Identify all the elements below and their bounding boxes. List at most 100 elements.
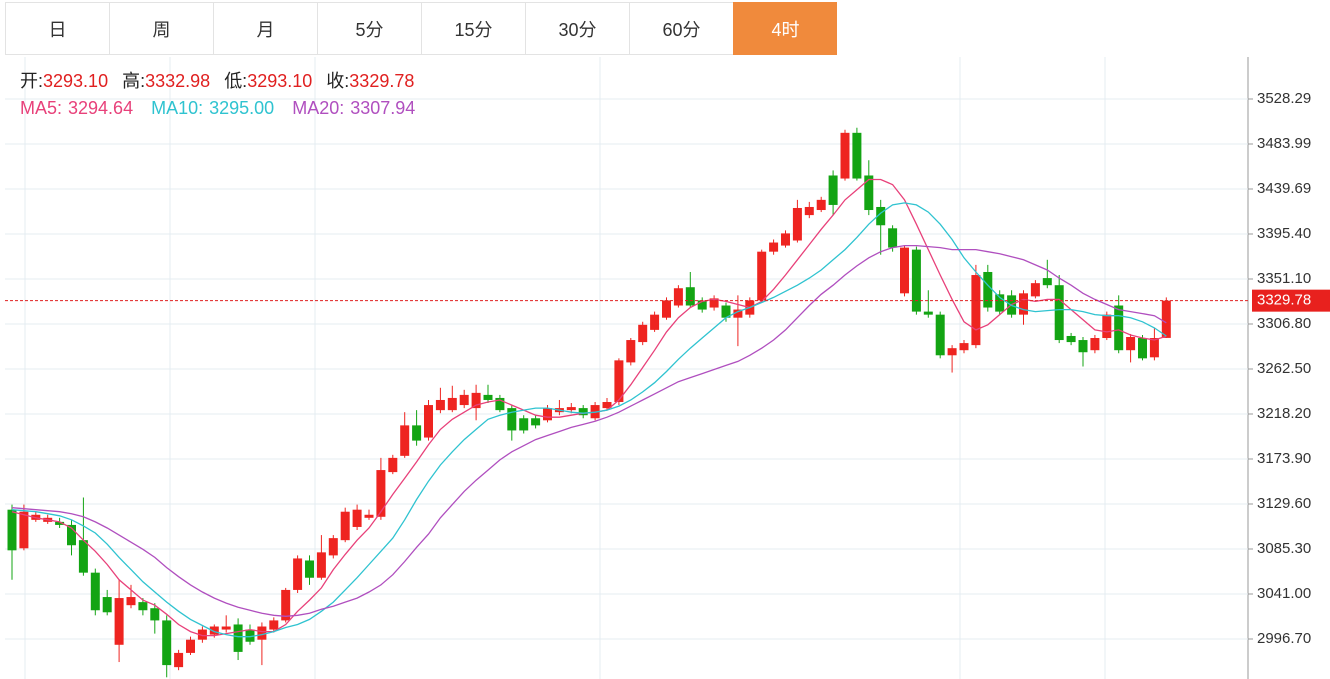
candle — [1066, 332, 1076, 346]
candle-body — [923, 311, 933, 315]
tab[interactable]: 4时 — [733, 2, 837, 55]
candle-body — [400, 425, 410, 456]
candle — [293, 555, 303, 593]
candle-body — [197, 629, 207, 640]
candle-body — [328, 538, 338, 556]
candle-body — [697, 300, 707, 310]
candle — [578, 405, 588, 419]
candle — [709, 295, 719, 311]
candle — [328, 535, 338, 559]
candle — [1114, 295, 1124, 354]
candle-body — [67, 524, 76, 546]
candle — [340, 507, 350, 543]
candle — [400, 412, 410, 458]
y-tick-label: 3351.10 — [1257, 270, 1311, 287]
candle — [352, 504, 362, 531]
y-tick-label: 3085.30 — [1257, 540, 1311, 557]
candle — [257, 622, 267, 666]
ma-value: 3294.64 — [68, 98, 134, 118]
candle-body — [293, 558, 303, 590]
candle-body — [174, 652, 184, 668]
candle-body — [281, 589, 291, 621]
candle-body — [769, 242, 779, 252]
candle — [19, 504, 29, 551]
candle-body — [209, 626, 219, 635]
candle — [971, 264, 981, 349]
tab[interactable]: 15分 — [421, 2, 525, 55]
candle-body — [578, 408, 588, 416]
candle-body — [840, 132, 850, 179]
candle-body — [424, 405, 433, 438]
ma-line — [11, 244, 1167, 617]
last-price-label: 3329.78 — [1257, 292, 1311, 309]
candle-body — [864, 175, 874, 211]
tab[interactable]: 月 — [213, 2, 317, 55]
y-tick-label: 3395.40 — [1257, 225, 1311, 242]
candle-body — [1054, 285, 1064, 341]
tab[interactable]: 30分 — [525, 2, 629, 55]
candle-body — [804, 206, 814, 216]
candle — [424, 399, 433, 441]
candle — [959, 340, 969, 354]
candle — [126, 584, 136, 609]
candle-body — [614, 360, 624, 403]
candle-body — [221, 626, 231, 630]
tab[interactable]: 周 — [109, 2, 213, 55]
ma-value: 3295.00 — [209, 98, 275, 118]
candle — [828, 170, 838, 216]
candle-body — [983, 271, 993, 308]
candle — [459, 389, 469, 409]
candle — [626, 338, 636, 366]
candle-body — [471, 392, 481, 409]
candle-body — [852, 132, 862, 179]
candle — [245, 624, 255, 645]
candle-body — [376, 470, 386, 517]
candle-body — [1030, 283, 1040, 297]
candle-body — [543, 408, 552, 421]
candle — [269, 617, 279, 633]
candle — [1161, 297, 1171, 338]
candle — [531, 415, 541, 429]
tab[interactable]: 5分 — [317, 2, 421, 55]
candle-body — [90, 572, 100, 611]
candle-body — [721, 305, 731, 318]
candle — [923, 290, 933, 318]
info-label: 收: — [326, 71, 350, 91]
candle-body — [662, 300, 671, 318]
candle-body — [7, 509, 17, 551]
candle-body — [781, 233, 790, 246]
candle-body — [900, 247, 909, 294]
candle — [911, 246, 921, 315]
candle — [221, 615, 231, 633]
candle-body — [483, 394, 493, 400]
candle-body — [531, 418, 541, 426]
candle — [447, 385, 457, 413]
candle-body — [1019, 293, 1028, 315]
candle — [388, 454, 398, 475]
candle-body — [55, 521, 65, 525]
ma-info: MA5: 3294.64 MA10: 3295.00 MA20: 3307.94 — [20, 95, 433, 122]
tab[interactable]: 60分 — [629, 2, 733, 55]
candle-body — [566, 407, 576, 411]
candle — [102, 589, 112, 616]
candle-body — [816, 199, 826, 211]
candle-body — [650, 314, 660, 330]
candle — [673, 285, 683, 308]
info-value: 3293.10 — [43, 71, 109, 91]
candle — [1042, 259, 1052, 289]
candle-body — [269, 620, 279, 630]
candle — [138, 598, 148, 616]
tab[interactable]: 日 — [5, 2, 109, 55]
candle-body — [757, 251, 767, 301]
candle-body — [233, 624, 243, 652]
candle — [305, 555, 314, 585]
candle-body — [388, 457, 398, 473]
candle-body — [519, 418, 529, 431]
candle-body — [971, 275, 981, 346]
tab-bar: 日周月 5分 15分 30分 60分 4时 — [5, 2, 837, 55]
y-tick-label: 3306.80 — [1257, 315, 1311, 332]
candle-body — [995, 294, 1005, 312]
candle-body — [305, 560, 314, 578]
y-tick-label: 2996.70 — [1257, 630, 1311, 647]
